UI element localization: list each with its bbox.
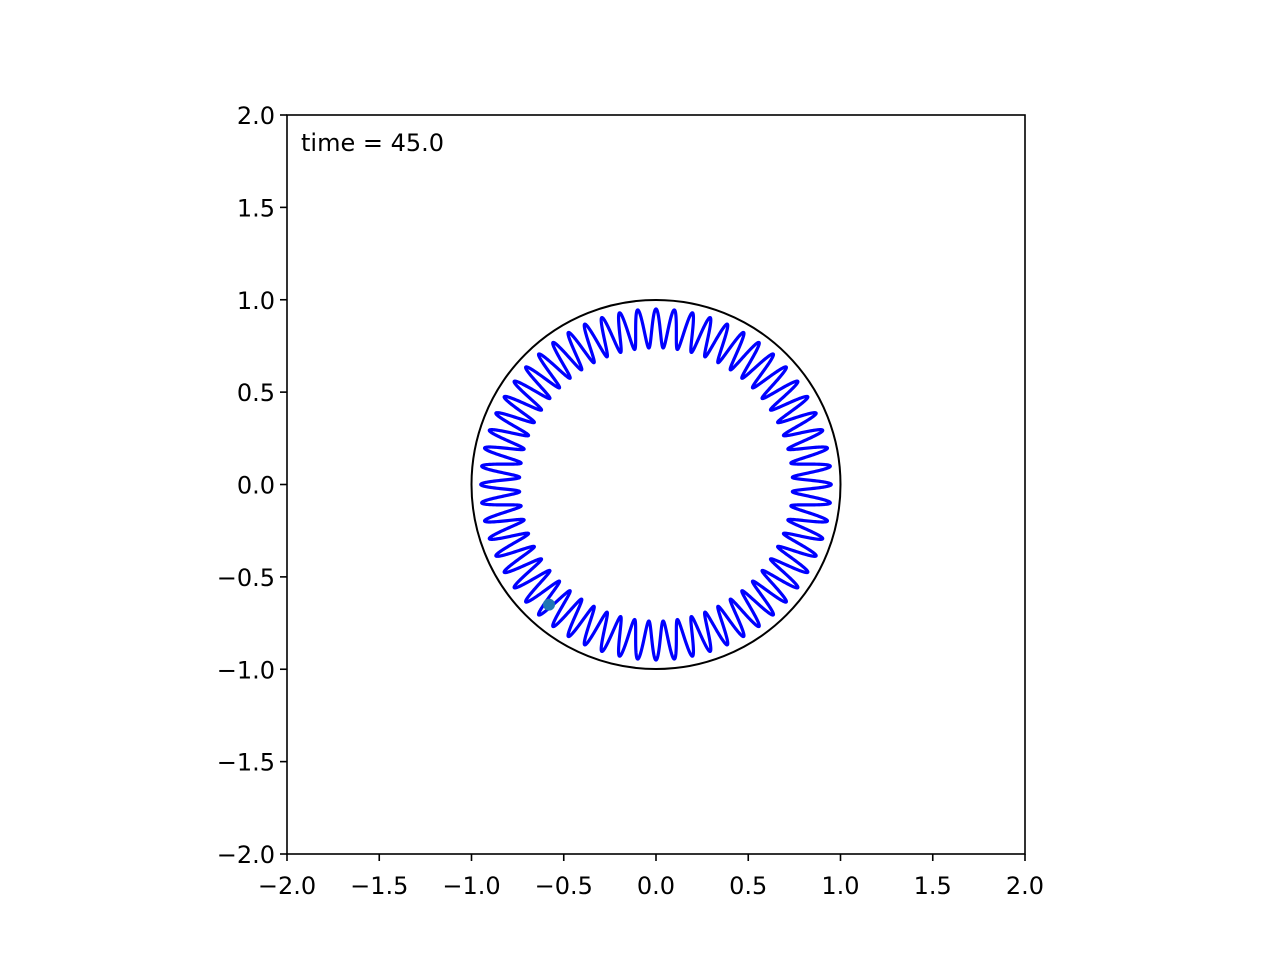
x-tick-label: −0.5 [535, 872, 593, 900]
x-tick-label: −2.0 [258, 872, 316, 900]
y-tick-label: −0.5 [217, 564, 275, 592]
y-tick-label: −2.0 [217, 841, 275, 869]
x-tick-label: 1.0 [821, 872, 859, 900]
x-tick-label: 0.0 [637, 872, 675, 900]
trajectory-line [479, 307, 833, 662]
y-tick-label: 0.0 [237, 472, 275, 500]
particle-marker [542, 598, 555, 611]
y-tick-label: 2.0 [237, 102, 275, 130]
x-tick-label: −1.0 [442, 872, 500, 900]
y-tick-label: 1.5 [237, 194, 275, 222]
y-tick-label: −1.5 [217, 749, 275, 777]
plot-area [470, 299, 842, 670]
x-tick-label: 1.5 [914, 872, 952, 900]
y-tick-label: 0.5 [237, 379, 275, 407]
boundary-circle [470, 299, 842, 670]
x-tick-label: −1.5 [350, 872, 408, 900]
y-axis: −2.0 −1.5 −1.0 −0.5 0.0 0.5 1.0 1.5 2.0 [217, 102, 287, 869]
x-axis: −2.0 −1.5 −1.0 −0.5 0.0 0.5 1.0 1.5 2.0 [258, 854, 1044, 900]
y-tick-label: 1.0 [237, 287, 275, 315]
x-tick-label: 2.0 [1006, 872, 1044, 900]
y-tick-label: −1.0 [217, 656, 275, 684]
x-tick-label: 0.5 [729, 872, 767, 900]
time-annotation: time = 45.0 [301, 129, 444, 157]
